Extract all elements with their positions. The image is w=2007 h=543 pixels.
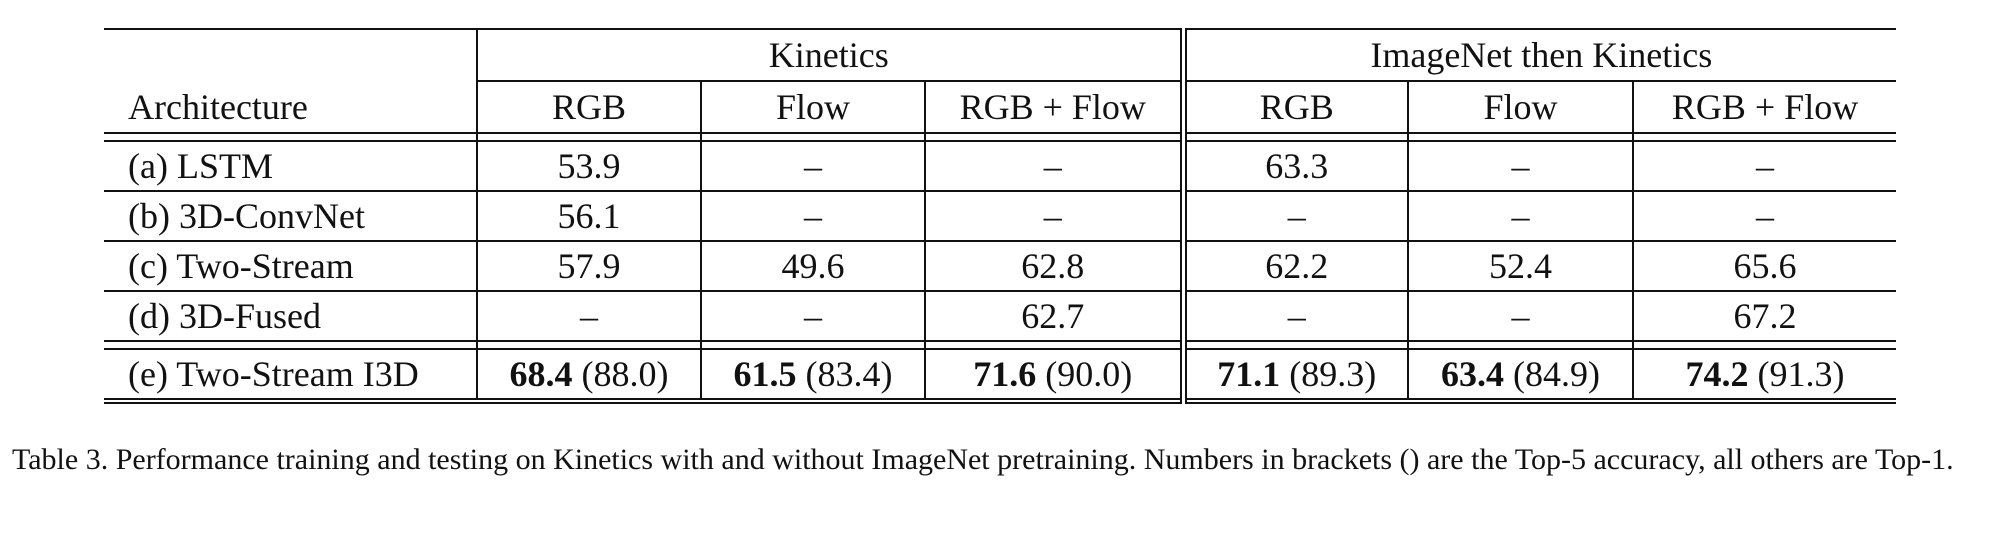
table-cell: 62.2 <box>1179 241 1409 291</box>
arch-name: (e) Two-Stream I3D <box>128 354 419 394</box>
table-cell: 57.9 <box>476 241 701 291</box>
subheader-flow: Flow <box>700 81 925 133</box>
table-row: (c) Two-Stream 57.9 49.6 62.8 62.2 52.4 … <box>104 241 1897 291</box>
table-cell: – <box>1632 141 1897 191</box>
table-cell: – <box>923 141 1184 191</box>
arch-header: Architecture <box>128 86 308 127</box>
group-kinetics: Kinetics <box>475 29 1184 82</box>
top5-value: (91.3) <box>1757 354 1845 394</box>
subheader-rgb: RGB <box>476 81 701 133</box>
table-row-final: (e) Two-Stream I3D 68.4 (88.0) 61.5 (83.… <box>104 349 1897 401</box>
table-cell: – <box>1179 291 1409 341</box>
arch-name: (b) 3D-ConvNet <box>128 196 365 236</box>
table-cell: – <box>1407 291 1634 341</box>
table-cell: – <box>700 141 925 191</box>
top1-value: 71.1 <box>1217 354 1281 394</box>
table-cell: – <box>1407 141 1634 191</box>
results-table: Kinetics ImageNet then Kinetics Architec… <box>104 28 1897 404</box>
table-cell: 71.6 (90.0) <box>923 349 1184 401</box>
table-cell: 63.4 (84.9) <box>1407 349 1634 401</box>
arch-name: (d) 3D-Fused <box>128 296 321 336</box>
top5-value: (83.4) <box>805 354 893 394</box>
table-row: (a) LSTM 53.9 – – 63.3 – – <box>104 141 1897 191</box>
arch-name: (a) LSTM <box>128 146 273 186</box>
subheader-rgb-flow: RGB + Flow <box>923 81 1184 133</box>
table-cell: 65.6 <box>1632 241 1897 291</box>
table-cell: 71.1 (89.3) <box>1179 349 1409 401</box>
table-caption: Table 3. Performance training and testin… <box>12 443 1954 476</box>
group-imagenet-kinetics: ImageNet then Kinetics <box>1179 29 1897 82</box>
table-cell: 62.8 <box>923 241 1184 291</box>
table-row: (d) 3D-Fused – – 62.7 – – 67.2 <box>104 291 1897 341</box>
table-cell: 53.9 <box>476 141 701 191</box>
table-cell: 61.5 (83.4) <box>700 349 925 401</box>
top1-value: 68.4 <box>509 354 573 394</box>
top5-value: (90.0) <box>1045 354 1133 394</box>
group-header-row: Kinetics ImageNet then Kinetics <box>104 29 1897 82</box>
arch-name: (c) Two-Stream <box>128 246 354 286</box>
table-cell: 67.2 <box>1632 291 1897 341</box>
subheader-rgb-flow: RGB + Flow <box>1632 81 1897 133</box>
table-cell: 52.4 <box>1407 241 1634 291</box>
table-cell: 56.1 <box>476 191 701 241</box>
table-cell: 49.6 <box>700 241 925 291</box>
table-cell: – <box>700 191 925 241</box>
table-cell: 74.2 (91.3) <box>1632 349 1897 401</box>
results-table-container: Kinetics ImageNet then Kinetics Architec… <box>104 28 1897 404</box>
subheader-flow: Flow <box>1407 81 1634 133</box>
table-cell: 63.3 <box>1179 141 1409 191</box>
top5-value: (89.3) <box>1289 354 1377 394</box>
top1-value: 71.6 <box>973 354 1037 394</box>
table-cell: – <box>923 191 1184 241</box>
subheader-row: Architecture RGB Flow RGB + Flow RGB Flo… <box>104 81 1897 133</box>
arch-header-spacer <box>104 29 477 81</box>
table-cell: 62.7 <box>923 291 1184 341</box>
table-cell: – <box>1179 191 1409 241</box>
subheader-rgb: RGB <box>1179 81 1409 133</box>
table-cell: 68.4 (88.0) <box>476 349 701 401</box>
top5-value: (84.9) <box>1513 354 1601 394</box>
table-cell: – <box>476 291 701 341</box>
table-cell: – <box>1632 191 1897 241</box>
table-cell: – <box>1407 191 1634 241</box>
top5-value: (88.0) <box>581 354 669 394</box>
top1-value: 74.2 <box>1685 354 1749 394</box>
table-row: (b) 3D-ConvNet 56.1 – – – – – <box>104 191 1897 241</box>
table-cell: – <box>700 291 925 341</box>
top1-value: 63.4 <box>1441 354 1505 394</box>
top1-value: 61.5 <box>733 354 797 394</box>
